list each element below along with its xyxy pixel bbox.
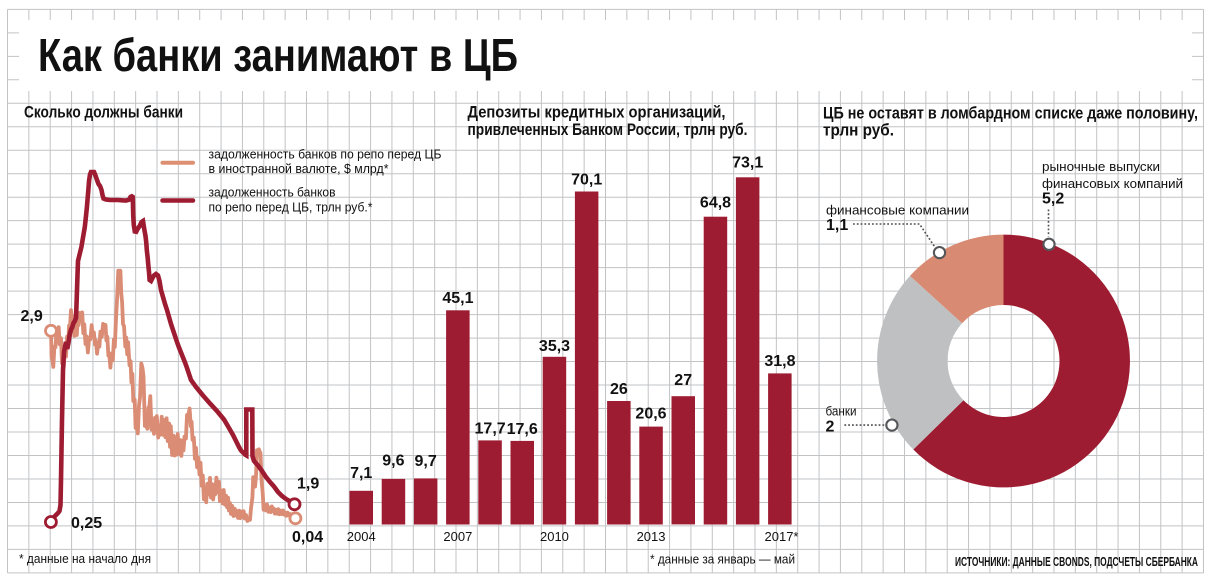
svg-text:2: 2 [826,419,835,436]
svg-text:в иностранной валюте, $ млрд*: в иностранной валюте, $ млрд* [209,161,389,176]
svg-text:20,6: 20,6 [635,406,666,423]
svg-text:2004: 2004 [347,529,376,544]
svg-text:привлеченных Банком России, тр: привлеченных Банком России, трлн руб. [468,121,748,139]
svg-text:5,2: 5,2 [1042,191,1064,208]
svg-text:27: 27 [674,372,692,389]
svg-text:трлн руб.: трлн руб. [823,122,894,140]
svg-text:финансовых компаний: финансовых компаний [1042,176,1183,191]
svg-text:35,3: 35,3 [539,338,570,355]
svg-text:17,7: 17,7 [475,421,506,438]
svg-text:73,1: 73,1 [732,155,763,172]
svg-text:2017*: 2017* [765,529,799,544]
svg-text:1,9: 1,9 [297,476,319,493]
svg-text:2007: 2007 [443,529,472,544]
svg-text:26: 26 [610,381,628,398]
svg-text:Депозиты кредитных организаций: Депозиты кредитных организаций, [468,104,726,122]
svg-text:финансовые компании: финансовые компании [826,203,969,218]
svg-text:задолженность банков по репо п: задолженность банков по репо перед ЦБ [209,147,442,162]
svg-text:45,1: 45,1 [442,290,473,307]
svg-text:* данные на начало дня: * данные на начало дня [19,551,151,566]
svg-text:рыночные выпуски: рыночные выпуски [1042,159,1160,174]
svg-text:9,6: 9,6 [382,453,404,470]
svg-text:Сколько должны банки: Сколько должны банки [24,104,183,122]
svg-text:0,04: 0,04 [292,529,323,546]
svg-text:2013: 2013 [637,529,666,544]
svg-text:Как банки занимают в ЦБ: Как банки занимают в ЦБ [38,29,518,81]
svg-text:ЦБ не оставят в ломбардном спи: ЦБ не оставят в ломбардном списке даже п… [823,105,1198,123]
svg-text:банки: банки [826,404,857,419]
svg-text:9,7: 9,7 [414,453,436,470]
svg-text:задолженность банков: задолженность банков [209,185,336,200]
svg-text:* данные за январь — май: * данные за январь — май [650,552,795,567]
svg-text:2,9: 2,9 [21,308,43,325]
svg-text:70,1: 70,1 [571,172,602,189]
svg-text:17,6: 17,6 [507,421,538,438]
svg-text:2010: 2010 [540,529,569,544]
svg-text:ИСТОЧНИКИ: ДАННЫЕ CBONDS, ПОДС: ИСТОЧНИКИ: ДАННЫЕ CBONDS, ПОДСЧЕТЫ СБЕРБ… [955,555,1198,569]
svg-text:64,8: 64,8 [700,195,731,212]
svg-text:31,8: 31,8 [764,353,795,370]
svg-text:0,25: 0,25 [71,515,102,532]
svg-text:по репо перед ЦБ, трлн руб.*: по репо перед ЦБ, трлн руб.* [209,200,373,215]
svg-text:7,1: 7,1 [350,465,372,482]
svg-text:1,1: 1,1 [826,217,848,234]
